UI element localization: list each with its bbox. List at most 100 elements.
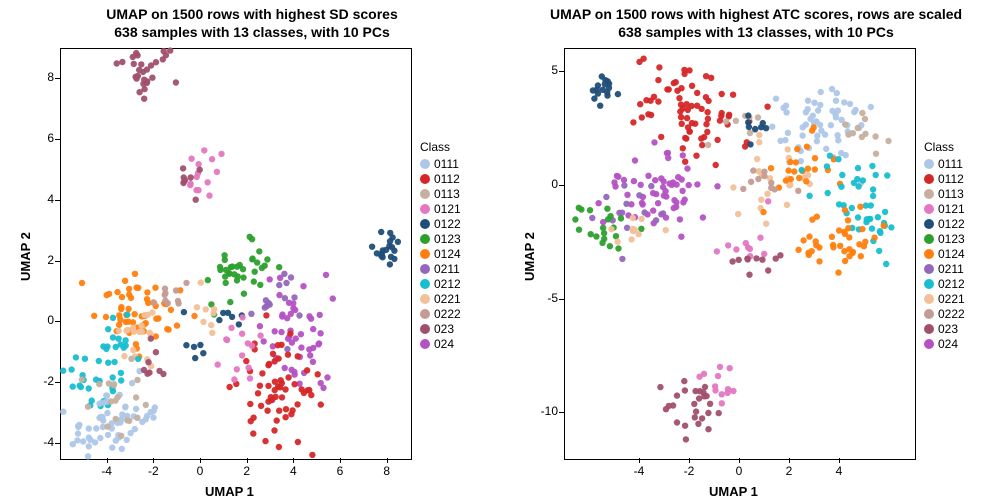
point (653, 217, 659, 223)
point (855, 125, 861, 131)
point (105, 326, 111, 332)
point (119, 446, 125, 452)
point (761, 251, 767, 257)
point (704, 109, 710, 115)
point (86, 425, 92, 431)
point (780, 105, 786, 111)
point (700, 214, 706, 220)
point (82, 356, 88, 362)
point (638, 182, 644, 188)
legend-swatch (924, 234, 934, 244)
point (145, 359, 151, 365)
point (110, 388, 116, 394)
plot-area-left (60, 48, 412, 460)
point (259, 370, 265, 376)
legend-item: 0113 (420, 186, 461, 201)
legend-label: 0212 (938, 277, 965, 291)
point (827, 153, 833, 159)
xtick (247, 458, 248, 463)
legend-item: 0212 (924, 276, 965, 291)
point (122, 278, 128, 284)
point (118, 377, 124, 383)
legend-swatch (924, 249, 934, 259)
ylabel-left: UMAP 2 (18, 232, 33, 281)
point (787, 159, 793, 165)
point (747, 130, 753, 136)
point (124, 312, 130, 318)
point (812, 166, 818, 172)
point (127, 430, 133, 436)
point (652, 177, 658, 183)
point (282, 365, 288, 371)
point (691, 401, 697, 407)
point (264, 256, 270, 262)
legend-swatch (924, 189, 934, 199)
ytick (559, 185, 564, 186)
point (727, 365, 733, 371)
point (873, 151, 879, 157)
legend-swatch (924, 339, 934, 349)
point (248, 311, 254, 317)
point (85, 453, 91, 459)
point (761, 169, 767, 175)
point (680, 152, 686, 158)
point (187, 181, 193, 187)
point (699, 142, 705, 148)
point (136, 67, 142, 73)
point (104, 423, 110, 429)
ytick (55, 261, 60, 262)
legend-title-right: Class (924, 140, 965, 154)
point (104, 410, 110, 416)
point (276, 444, 282, 450)
point (705, 410, 711, 416)
plot-area-right (564, 48, 916, 460)
ytick (559, 299, 564, 300)
legend-swatch (420, 189, 430, 199)
point (884, 172, 890, 178)
point (275, 355, 281, 361)
point (70, 383, 76, 389)
point (255, 390, 261, 396)
legend-item: 0211 (924, 261, 965, 276)
point (754, 156, 760, 162)
scatter-left (61, 49, 411, 459)
point (849, 250, 855, 256)
point (126, 286, 132, 292)
point (805, 98, 811, 104)
legend-item: 0124 (924, 246, 965, 261)
ytick-label: -5 (526, 291, 558, 305)
point (194, 304, 200, 310)
point (109, 444, 115, 450)
point (249, 255, 255, 261)
point (764, 104, 770, 110)
point (247, 375, 253, 381)
point (284, 346, 290, 352)
xtick-label: 2 (232, 464, 262, 478)
point (192, 355, 198, 361)
point (862, 116, 868, 122)
point (800, 237, 806, 243)
point (263, 312, 269, 318)
point (272, 328, 278, 334)
point (387, 238, 393, 244)
point (131, 311, 137, 317)
point (116, 312, 122, 318)
point (133, 406, 139, 412)
point (842, 231, 848, 237)
point (298, 344, 304, 350)
point (174, 322, 180, 328)
point (822, 131, 828, 137)
xtick (739, 458, 740, 463)
point (245, 365, 251, 371)
legend-label: 0123 (938, 232, 965, 246)
point (800, 124, 806, 130)
point (135, 356, 141, 362)
point (315, 371, 321, 377)
point (250, 430, 256, 436)
point (862, 131, 868, 137)
point (317, 312, 323, 318)
title-left-line2: 638 samples with 13 classes, with 10 PCs (114, 24, 389, 40)
point (231, 376, 237, 382)
point (256, 248, 262, 254)
point (756, 132, 762, 138)
